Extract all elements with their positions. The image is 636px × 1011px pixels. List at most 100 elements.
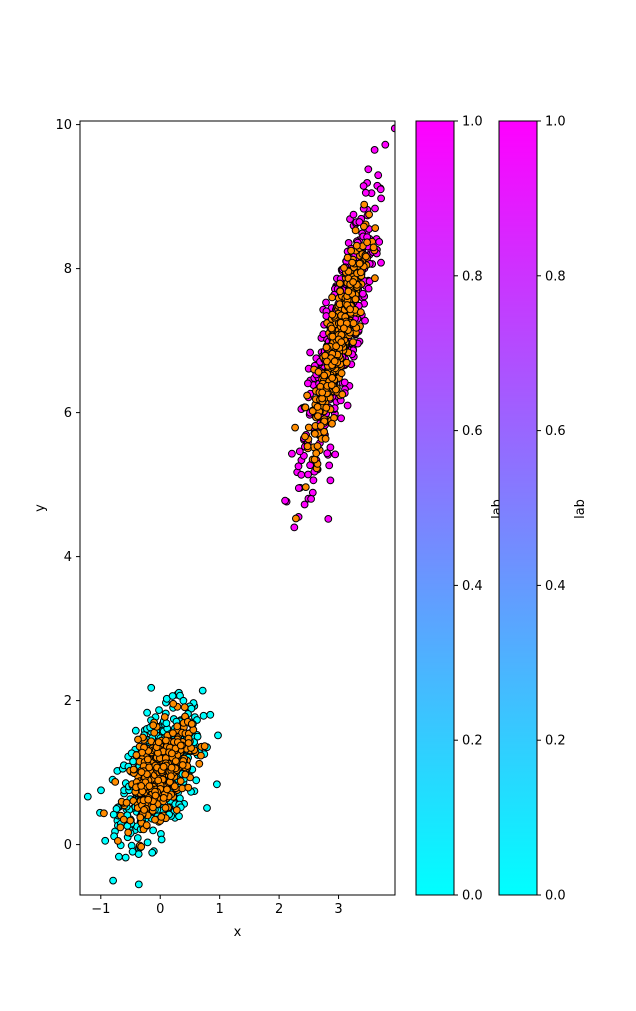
colorbar-tick-label: 0.0 — [545, 889, 566, 904]
scatter-point — [149, 826, 158, 835]
colorbar-tick-label: 0.6 — [462, 424, 483, 439]
scatter-point — [303, 442, 312, 451]
scatter-point — [301, 483, 310, 492]
x-tick-label: 1 — [216, 902, 224, 917]
scatter-point — [328, 374, 337, 382]
scatter-point — [281, 496, 290, 505]
scatter-point — [309, 476, 318, 485]
scatter-point — [290, 523, 299, 532]
scatter-point — [307, 495, 316, 503]
colorbar-tick-label: 1.0 — [545, 115, 566, 130]
scatter-point — [328, 332, 337, 341]
scatter-point — [199, 711, 208, 720]
scatter-point — [136, 813, 145, 822]
scatter-point — [349, 338, 358, 347]
scatter-point — [176, 741, 185, 750]
scatter-point — [142, 821, 151, 830]
scatter-point — [206, 710, 215, 719]
scatter-point — [214, 731, 222, 740]
y-tick-label: 0 — [64, 838, 72, 853]
scatter-point — [143, 708, 152, 717]
scatter-point — [168, 692, 177, 700]
scatter-point — [361, 188, 370, 197]
scatter-point — [322, 343, 331, 352]
y-axis-ticks: 0 2 4 6 8 10 — [55, 118, 80, 853]
scatter-point — [167, 772, 175, 781]
scatter-point — [295, 447, 304, 456]
scatter-point — [291, 423, 300, 432]
scatter-point — [133, 834, 142, 842]
scatter-point — [371, 204, 379, 213]
scatter-point — [337, 414, 346, 423]
scatter-point — [294, 484, 303, 493]
scatter-point — [157, 813, 166, 821]
scatter-point — [359, 289, 367, 298]
scatter-point — [169, 699, 178, 708]
scatter-point — [356, 268, 365, 277]
scatter-point — [109, 810, 118, 819]
scatter-point — [359, 182, 368, 190]
scatter-point — [369, 243, 378, 252]
x-tick-label: 0 — [156, 902, 164, 917]
scatter-point — [121, 853, 130, 862]
scatter-point — [131, 726, 140, 735]
scatter-point — [160, 713, 169, 721]
scatter-point — [343, 253, 352, 262]
x-tick-label: 2 — [275, 902, 283, 917]
scatter-point — [151, 791, 160, 800]
scatter-point — [346, 305, 355, 314]
scatter-point — [349, 278, 358, 286]
scatter-point — [325, 461, 334, 470]
scatter-point — [371, 274, 379, 283]
scatter-point — [328, 419, 336, 428]
scatter-point — [336, 287, 345, 296]
scatter-point — [197, 751, 205, 760]
colorbar-tick-label: 0.4 — [462, 579, 483, 594]
colorbar-tick-label: 0.2 — [462, 734, 483, 749]
scatter-point — [349, 210, 358, 219]
scatter-point — [178, 761, 187, 769]
scatter-point — [173, 722, 182, 731]
scatter-point — [351, 295, 360, 304]
colorbar-2: 0.0 0.2 0.4 0.6 0.8 1.0 lab — [498, 115, 588, 904]
scatter-point — [327, 324, 336, 333]
y-tick-label: 4 — [64, 550, 72, 565]
scatter-point — [337, 369, 346, 378]
scatter-point — [168, 749, 176, 758]
scatter-point — [134, 735, 142, 744]
scatter-point — [328, 293, 337, 302]
scatter-point — [351, 226, 360, 235]
scatter-point — [371, 224, 380, 233]
scatter-point — [157, 835, 166, 844]
scatter-point — [375, 238, 384, 246]
x-axis-label: x — [234, 925, 242, 940]
scatter-point — [162, 736, 170, 745]
scatter-point — [337, 338, 346, 347]
scatter-point — [198, 686, 207, 695]
scatter-point — [322, 298, 330, 307]
scatter-point — [151, 815, 159, 824]
scatter-point — [154, 776, 163, 785]
scatter-point — [181, 770, 190, 779]
y-tick-label: 8 — [64, 262, 72, 277]
scatter-point — [326, 476, 335, 485]
scatter-point — [343, 401, 352, 410]
scatter-point — [300, 500, 309, 509]
scatter-point — [320, 371, 329, 380]
scatter-point — [304, 470, 313, 479]
scatter-point — [304, 423, 313, 432]
scatter-point — [143, 755, 152, 764]
scatter-point — [116, 823, 125, 832]
scatter-point — [167, 763, 176, 772]
scatter-point — [331, 450, 340, 459]
y-tick-label: 6 — [64, 406, 72, 421]
scatter-point — [323, 357, 331, 366]
scatter-point — [301, 432, 309, 441]
scatter-point — [316, 422, 325, 430]
scatter-point — [114, 837, 122, 845]
scatter-point — [159, 762, 168, 771]
scatter-point — [101, 836, 110, 845]
scatter-point — [143, 838, 152, 847]
colorbar-tick-label: 0.8 — [462, 269, 483, 284]
scatter-point — [111, 778, 120, 786]
